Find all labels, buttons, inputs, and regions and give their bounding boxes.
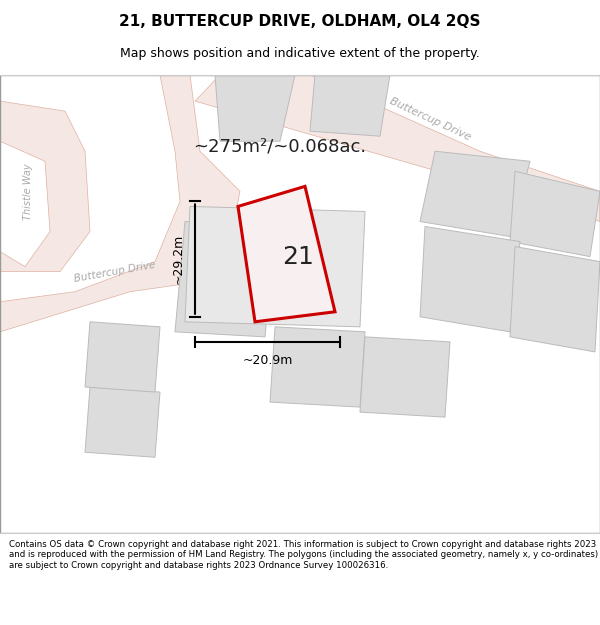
Text: Contains OS data © Crown copyright and database right 2021. This information is : Contains OS data © Crown copyright and d…	[9, 540, 598, 570]
Text: Buttercup Drive: Buttercup Drive	[74, 259, 157, 284]
Polygon shape	[510, 247, 600, 352]
Polygon shape	[420, 226, 520, 332]
Polygon shape	[195, 75, 600, 221]
Text: Map shows position and indicative extent of the property.: Map shows position and indicative extent…	[120, 48, 480, 61]
Polygon shape	[85, 387, 160, 458]
Polygon shape	[238, 186, 335, 322]
Polygon shape	[360, 337, 450, 417]
Polygon shape	[215, 75, 295, 141]
Polygon shape	[175, 221, 275, 337]
Polygon shape	[510, 171, 600, 257]
Polygon shape	[0, 75, 240, 332]
Text: Thistle Way: Thistle Way	[23, 163, 33, 220]
Polygon shape	[270, 327, 365, 407]
Text: ~20.9m: ~20.9m	[242, 354, 293, 367]
Text: 21: 21	[283, 244, 314, 269]
Polygon shape	[420, 151, 530, 236]
Polygon shape	[310, 75, 390, 136]
Polygon shape	[0, 101, 90, 272]
Text: ~275m²/~0.068ac.: ~275m²/~0.068ac.	[193, 138, 367, 155]
Polygon shape	[185, 206, 365, 327]
Text: 21, BUTTERCUP DRIVE, OLDHAM, OL4 2QS: 21, BUTTERCUP DRIVE, OLDHAM, OL4 2QS	[119, 14, 481, 29]
Polygon shape	[85, 322, 160, 392]
Text: Buttercup Drive: Buttercup Drive	[388, 96, 472, 142]
Text: ~29.2m: ~29.2m	[172, 234, 185, 284]
